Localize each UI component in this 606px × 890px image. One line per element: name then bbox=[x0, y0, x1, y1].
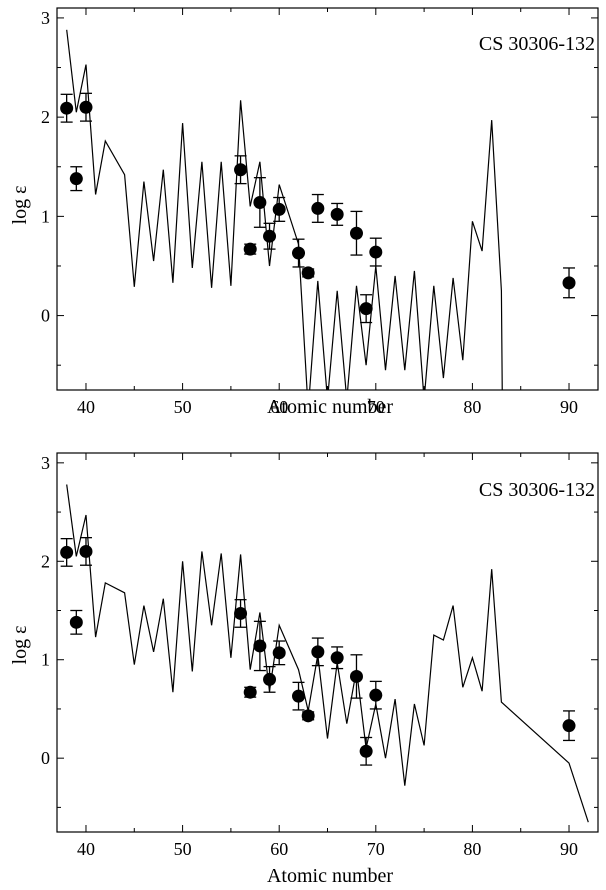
chart-title: CS 30306-132 bbox=[479, 479, 595, 501]
chart-title: CS 30306-132 bbox=[479, 33, 595, 55]
data-point bbox=[243, 242, 257, 256]
data-point bbox=[311, 201, 325, 215]
data-point bbox=[272, 202, 286, 216]
y-tick-label: 3 bbox=[41, 453, 50, 473]
data-point bbox=[79, 100, 93, 114]
x-tick-label: 40 bbox=[77, 839, 95, 859]
x-tick-label: 80 bbox=[463, 839, 481, 859]
data-point bbox=[359, 302, 373, 316]
data-point bbox=[292, 689, 306, 703]
data-point bbox=[330, 651, 344, 665]
x-tick-label: 80 bbox=[463, 397, 481, 417]
plot-area bbox=[60, 29, 576, 390]
y-axis-label: log ε bbox=[9, 186, 31, 225]
x-tick-label: 50 bbox=[174, 839, 192, 859]
data-point bbox=[60, 101, 74, 115]
model-line bbox=[66, 29, 503, 390]
x-axis-label: Atomic number bbox=[267, 396, 393, 418]
data-point bbox=[69, 615, 83, 629]
x-axis-label: Atomic number bbox=[267, 865, 393, 887]
y-tick-label: 1 bbox=[41, 206, 50, 226]
data-point bbox=[330, 207, 344, 221]
x-tick-label: 90 bbox=[560, 397, 578, 417]
data-point bbox=[349, 226, 363, 240]
data-point bbox=[234, 606, 248, 620]
data-point bbox=[69, 172, 83, 186]
data-point bbox=[562, 276, 576, 290]
y-tick-label: 0 bbox=[41, 306, 50, 326]
data-point bbox=[263, 672, 277, 686]
model-line bbox=[66, 484, 589, 823]
data-point bbox=[562, 719, 576, 733]
y-tick-label: 3 bbox=[41, 8, 50, 28]
plot-area bbox=[60, 484, 589, 823]
data-point bbox=[301, 709, 315, 723]
y-tick-label: 2 bbox=[41, 107, 50, 127]
data-point bbox=[292, 246, 306, 260]
panel-bottom: CS 30306-132 Atomic number log ε 40 50 60 7… bbox=[9, 452, 599, 887]
data-point bbox=[349, 669, 363, 683]
data-point bbox=[234, 163, 248, 177]
y-tick-label: 0 bbox=[41, 748, 50, 768]
data-point bbox=[60, 545, 74, 559]
data-point bbox=[301, 266, 315, 280]
data-point bbox=[243, 685, 257, 699]
x-tick-label: 70 bbox=[367, 839, 385, 859]
data-point bbox=[272, 646, 286, 660]
panel-top: CS 30306-132 Atomic number log ε 40 50 60 7… bbox=[9, 7, 599, 418]
x-tick-label: 90 bbox=[560, 839, 578, 859]
data-point bbox=[369, 688, 383, 702]
data-point bbox=[369, 245, 383, 259]
data-point bbox=[79, 544, 93, 558]
x-tick-label: 40 bbox=[77, 397, 95, 417]
y-tick-label: 2 bbox=[41, 551, 50, 571]
data-point bbox=[311, 645, 325, 659]
x-tick-label: 50 bbox=[174, 397, 192, 417]
data-point bbox=[263, 229, 277, 243]
plot-frame bbox=[56, 7, 599, 391]
x-tick-label: 60 bbox=[270, 839, 288, 859]
data-point bbox=[359, 744, 373, 758]
data-point bbox=[253, 639, 267, 653]
x-tick-label: 60 bbox=[270, 397, 288, 417]
data-point bbox=[253, 195, 267, 209]
x-tick-label: 70 bbox=[367, 397, 385, 417]
y-tick-label: 1 bbox=[41, 650, 50, 670]
y-axis-label: log ε bbox=[9, 626, 31, 665]
